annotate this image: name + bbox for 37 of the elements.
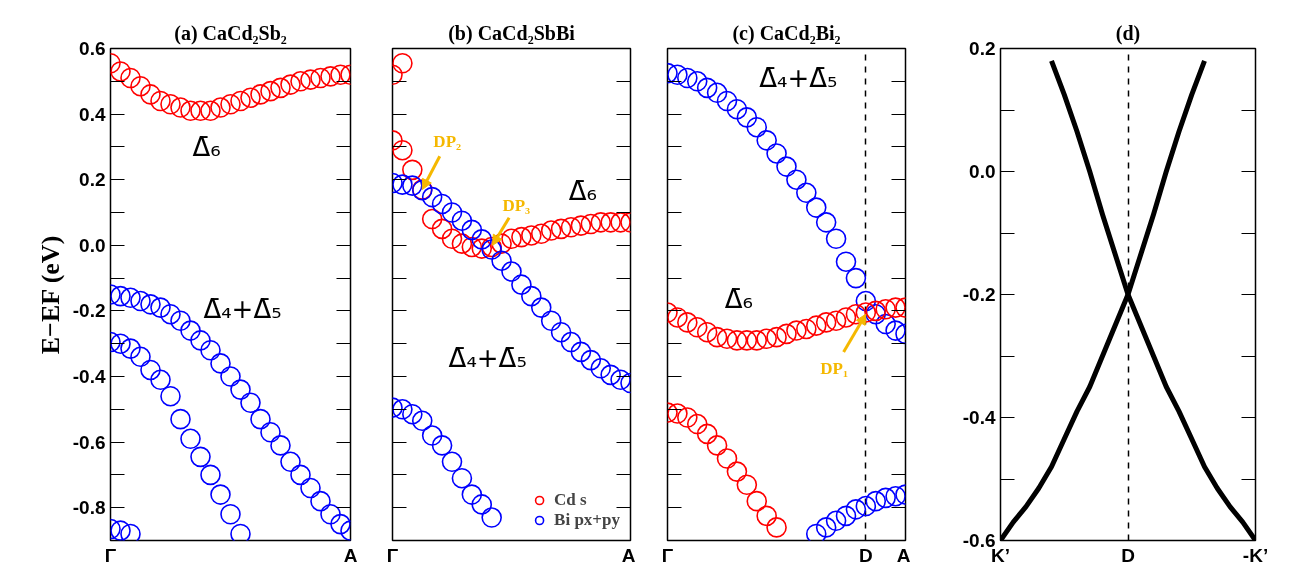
chart-title: (d) [1115,21,1141,45]
x-tick-label: Γ [104,544,117,566]
annotation: DP₂ [433,132,462,152]
y-tick-label: 0.6 [79,38,106,59]
annotation: Δ̄₄+Δ̄₅ [448,343,527,374]
y-tick-label: -0.4 [962,407,996,428]
y-tick-label: 0.4 [79,103,106,125]
y-tick-label: 0.2 [79,169,106,191]
x-tick-label: Γ [661,544,674,566]
annotation: Δ̄₄+Δ̄₅ [759,63,838,94]
annotation: Δ̄₄+Δ̄₅ [203,294,282,325]
x-tick-label: -K’ [1242,544,1269,566]
annotation: DP₁ [820,358,848,378]
y-tick-label: 0.2 [969,38,996,59]
chart-title: (a) CaCd₂Sb₂ [174,21,287,45]
y-tick-label: -0.4 [72,366,106,387]
legend-label: Cd s [554,490,587,510]
x-tick-label: A [621,544,636,566]
y-tick-label: -0.2 [72,300,106,322]
x-tick-label: A [343,544,358,566]
y-tick-label: -0.8 [72,497,106,519]
y-tick-label: 0.0 [79,234,106,256]
annotation: Δ̄₆ [568,176,598,207]
y-tick-label: -0.6 [72,431,106,453]
annotation: Δ̄₆ [192,131,221,162]
x-tick-label: A [896,544,911,566]
x-tick-label: Γ [386,544,399,566]
y-tick-label: 0.0 [969,161,996,182]
y-tick-label: -0.2 [962,284,996,305]
annotation: DP₃ [502,196,531,216]
x-tick-label: D [1121,544,1135,566]
x-tick-label: D [858,544,873,566]
chart-title: (b) CaCd₂SbBi [448,21,576,45]
annotation: Δ̄₆ [724,284,754,315]
chart-title: (c) CaCd₂Bi₂ [732,21,841,45]
legend-label: Bi px+py [554,510,620,530]
y-axis-title: E−EF (eV) [35,235,65,355]
